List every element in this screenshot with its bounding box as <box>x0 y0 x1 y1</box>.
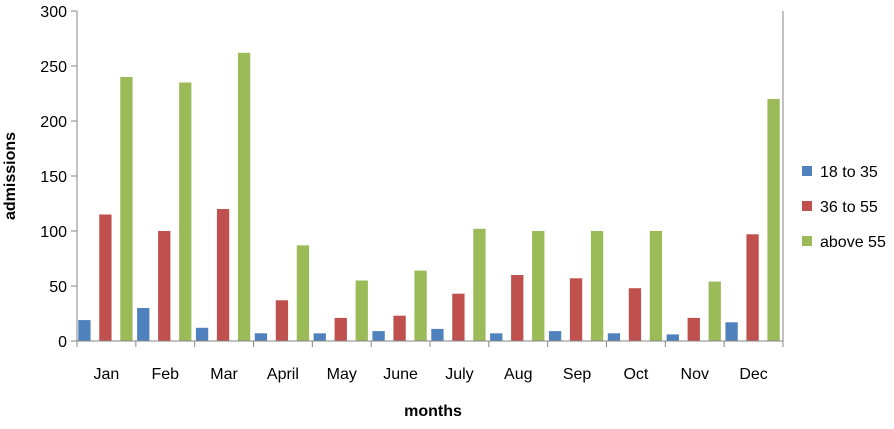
bar <box>767 99 780 341</box>
y-tick-label: 250 <box>40 59 67 76</box>
bar <box>275 300 289 341</box>
bar <box>532 231 545 341</box>
x-tick-label: Sep <box>563 366 592 383</box>
bar <box>607 333 621 341</box>
bar <box>99 214 112 341</box>
x-tick-label: Jan <box>94 366 120 383</box>
bars-layer <box>78 52 780 342</box>
bar <box>452 293 465 341</box>
x-axis-title: months <box>404 403 462 420</box>
bar <box>414 270 427 341</box>
bar <box>393 315 406 341</box>
legend: 18 to 35 36 to 55 above 55 <box>802 164 886 251</box>
bar <box>511 275 524 341</box>
bar <box>473 228 486 341</box>
x-tick-label: Nov <box>681 366 709 383</box>
x-tick-label: July <box>445 366 473 383</box>
bar <box>746 234 759 341</box>
y-ticks: 0 50 100 150 200 250 300 <box>40 4 77 351</box>
legend-swatch <box>802 166 812 176</box>
x-tick-label: June <box>383 366 418 383</box>
bar <box>120 77 133 341</box>
bar <box>687 317 700 341</box>
bar <box>628 288 642 341</box>
bar <box>78 320 91 341</box>
bar <box>158 231 171 341</box>
bar <box>725 322 738 341</box>
x-tick-label: Dec <box>739 366 767 383</box>
bar <box>708 281 721 341</box>
x-tick-label: Oct <box>623 366 648 383</box>
bar <box>355 280 368 341</box>
x-ticks: Jan Feb Mar April May June July Aug Sep Oct Nov Dec <box>76 341 784 383</box>
bar <box>372 331 385 341</box>
bar <box>237 52 251 342</box>
bar <box>548 331 562 341</box>
x-tick-label: April <box>267 366 299 383</box>
x-tick-label: Mar <box>210 366 238 383</box>
y-tick-label: 100 <box>40 224 67 241</box>
bar <box>313 333 326 341</box>
y-tick-label: 300 <box>40 4 67 21</box>
bar <box>569 278 583 341</box>
bar <box>254 333 268 341</box>
bar <box>649 231 663 341</box>
legend-swatch <box>802 201 812 211</box>
bar <box>195 327 209 341</box>
x-tick-label: Aug <box>504 366 532 383</box>
bar <box>334 317 347 341</box>
y-axis-title: admissions <box>2 132 19 220</box>
bar <box>137 308 150 341</box>
x-tick-label: May <box>327 366 357 383</box>
bar <box>431 328 444 341</box>
bar <box>666 334 679 341</box>
legend-label: 18 to 35 <box>820 164 878 181</box>
y-tick-label: 0 <box>58 334 67 351</box>
bar <box>216 209 230 341</box>
legend-swatch <box>802 236 812 246</box>
legend-label: above 55 <box>820 234 886 251</box>
y-tick-label: 150 <box>40 169 67 186</box>
bar <box>490 333 503 341</box>
x-tick-label: Feb <box>151 366 179 383</box>
legend-label: 36 to 55 <box>820 199 878 216</box>
y-tick-label: 50 <box>49 279 67 296</box>
bar <box>179 82 192 341</box>
bar <box>590 231 604 341</box>
y-tick-label: 200 <box>40 114 67 131</box>
bar <box>296 245 310 341</box>
